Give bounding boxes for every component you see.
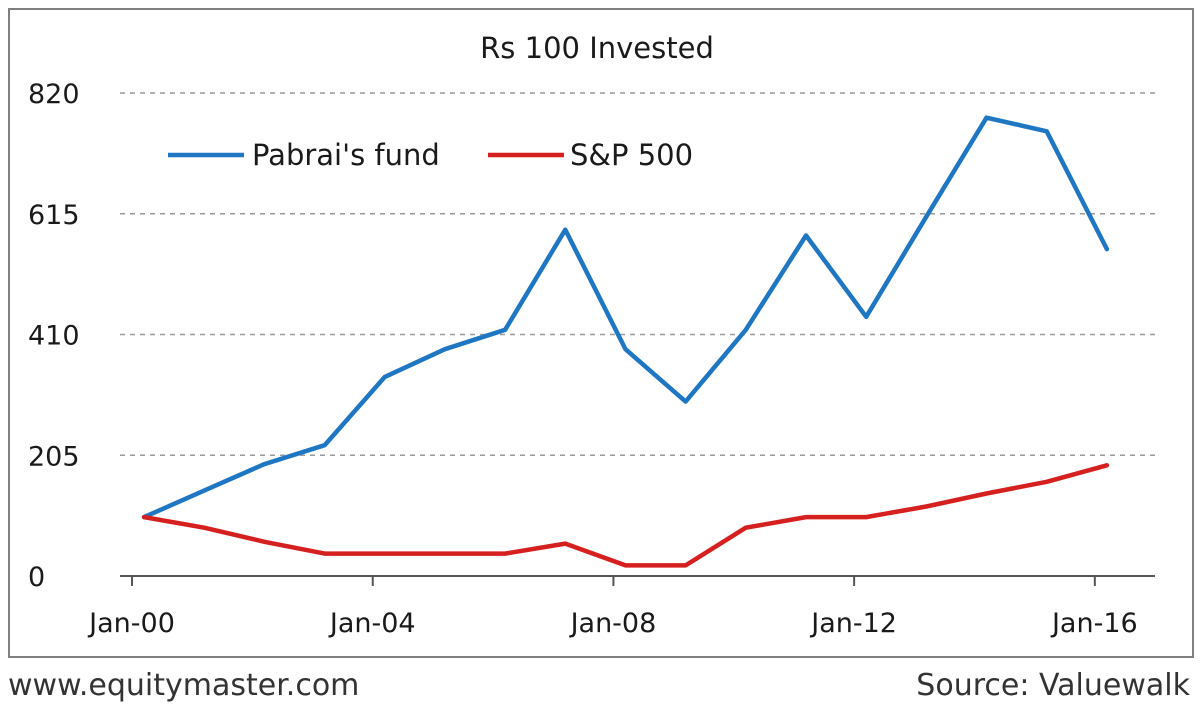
series-line-1 — [141, 463, 1110, 568]
series-line-0 — [141, 115, 1110, 520]
chart: 0 205 410 615 820 Jan-00 Jan-04 Jan-08 Jan-12 Jan… — [28, 31, 1155, 639]
x-tick-label: Jan-12 — [809, 608, 897, 639]
chart-title: Rs 100 Invested — [480, 31, 714, 65]
x-tick-label: Jan-16 — [1050, 608, 1138, 639]
series-lines — [141, 115, 1110, 568]
y-tick-label: 205 — [28, 441, 80, 472]
axes: 0 205 410 615 820 Jan-00 Jan-04 Jan-08 Jan-12 Jan… — [28, 79, 1155, 639]
footer-source-credit: Source: Valuewalk — [916, 668, 1190, 703]
footer-source-website: www.equitymaster.com — [8, 668, 360, 703]
legend-label-0: Pabrai's fund — [252, 138, 440, 172]
x-tick-label: Jan-08 — [569, 608, 657, 639]
y-tick-label: 820 — [28, 79, 80, 110]
chart-frame — [8, 8, 1194, 658]
x-tick-label: Jan-00 — [87, 608, 175, 639]
legend-label-1: S&P 500 — [570, 138, 693, 172]
y-tick-label: 410 — [28, 321, 80, 352]
y-tick-label: 0 — [28, 562, 45, 593]
legend: Pabrai's fund S&P 500 — [168, 138, 693, 172]
y-tick-label: 615 — [28, 200, 80, 231]
x-tick-label: Jan-04 — [328, 608, 416, 639]
